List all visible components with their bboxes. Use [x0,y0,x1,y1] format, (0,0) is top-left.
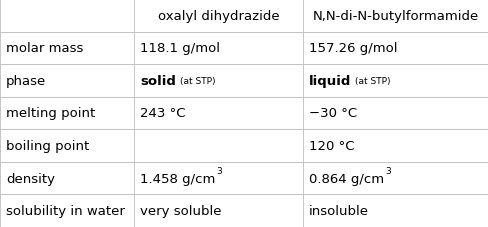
Text: oxalyl dihydrazide: oxalyl dihydrazide [158,10,279,23]
Text: 1.458 g/cm: 1.458 g/cm [140,172,215,185]
Text: solid: solid [140,75,176,88]
Text: boiling point: boiling point [6,139,89,152]
Text: 157.26 g/mol: 157.26 g/mol [308,42,397,55]
Text: 0.864 g/cm: 0.864 g/cm [308,172,384,185]
Text: insoluble: insoluble [308,204,368,217]
Text: melting point: melting point [6,107,95,120]
Text: (at STP): (at STP) [355,76,390,86]
Text: molar mass: molar mass [6,42,83,55]
Text: very soluble: very soluble [140,204,222,217]
Text: (at STP): (at STP) [180,76,215,86]
Text: density: density [6,172,55,185]
Text: phase: phase [6,75,46,88]
Text: 3: 3 [385,167,390,176]
Text: 120 °C: 120 °C [308,139,354,152]
Text: N,N-di-N-butylformamide: N,N-di-N-butylformamide [312,10,478,23]
Text: liquid: liquid [308,75,351,88]
Text: −30 °C: −30 °C [308,107,356,120]
Text: 3: 3 [216,167,222,176]
Text: 243 °C: 243 °C [140,107,185,120]
Text: 118.1 g/mol: 118.1 g/mol [140,42,220,55]
Text: solubility in water: solubility in water [6,204,124,217]
